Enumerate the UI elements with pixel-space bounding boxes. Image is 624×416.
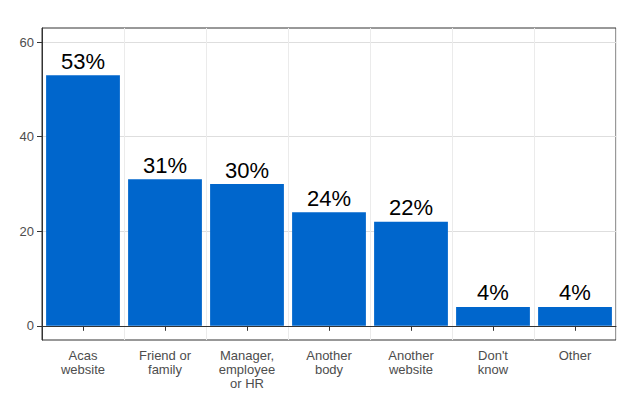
svg-text:20: 20 bbox=[20, 224, 34, 239]
svg-text:24%: 24% bbox=[307, 186, 351, 211]
svg-text:Acas: Acas bbox=[69, 348, 98, 363]
svg-text:40: 40 bbox=[20, 129, 34, 144]
svg-text:22%: 22% bbox=[389, 195, 433, 220]
svg-text:53%: 53% bbox=[61, 49, 105, 74]
svg-text:Another: Another bbox=[306, 348, 352, 363]
svg-text:31%: 31% bbox=[143, 153, 187, 178]
svg-text:4%: 4% bbox=[477, 280, 509, 305]
svg-text:30%: 30% bbox=[225, 158, 269, 183]
svg-text:employee: employee bbox=[219, 362, 275, 377]
svg-text:family: family bbox=[148, 362, 182, 377]
svg-text:website: website bbox=[388, 362, 433, 377]
svg-text:4%: 4% bbox=[559, 280, 591, 305]
svg-text:website: website bbox=[60, 362, 105, 377]
svg-text:Manager,: Manager, bbox=[220, 348, 274, 363]
svg-text:Friend or: Friend or bbox=[139, 348, 192, 363]
svg-text:Other: Other bbox=[559, 348, 592, 363]
svg-text:know: know bbox=[478, 362, 509, 377]
svg-text:or HR: or HR bbox=[230, 376, 264, 391]
svg-text:Don't: Don't bbox=[478, 348, 508, 363]
svg-text:0: 0 bbox=[27, 318, 34, 333]
svg-text:body: body bbox=[315, 362, 344, 377]
svg-text:60: 60 bbox=[20, 35, 34, 50]
svg-text:Another: Another bbox=[388, 348, 434, 363]
